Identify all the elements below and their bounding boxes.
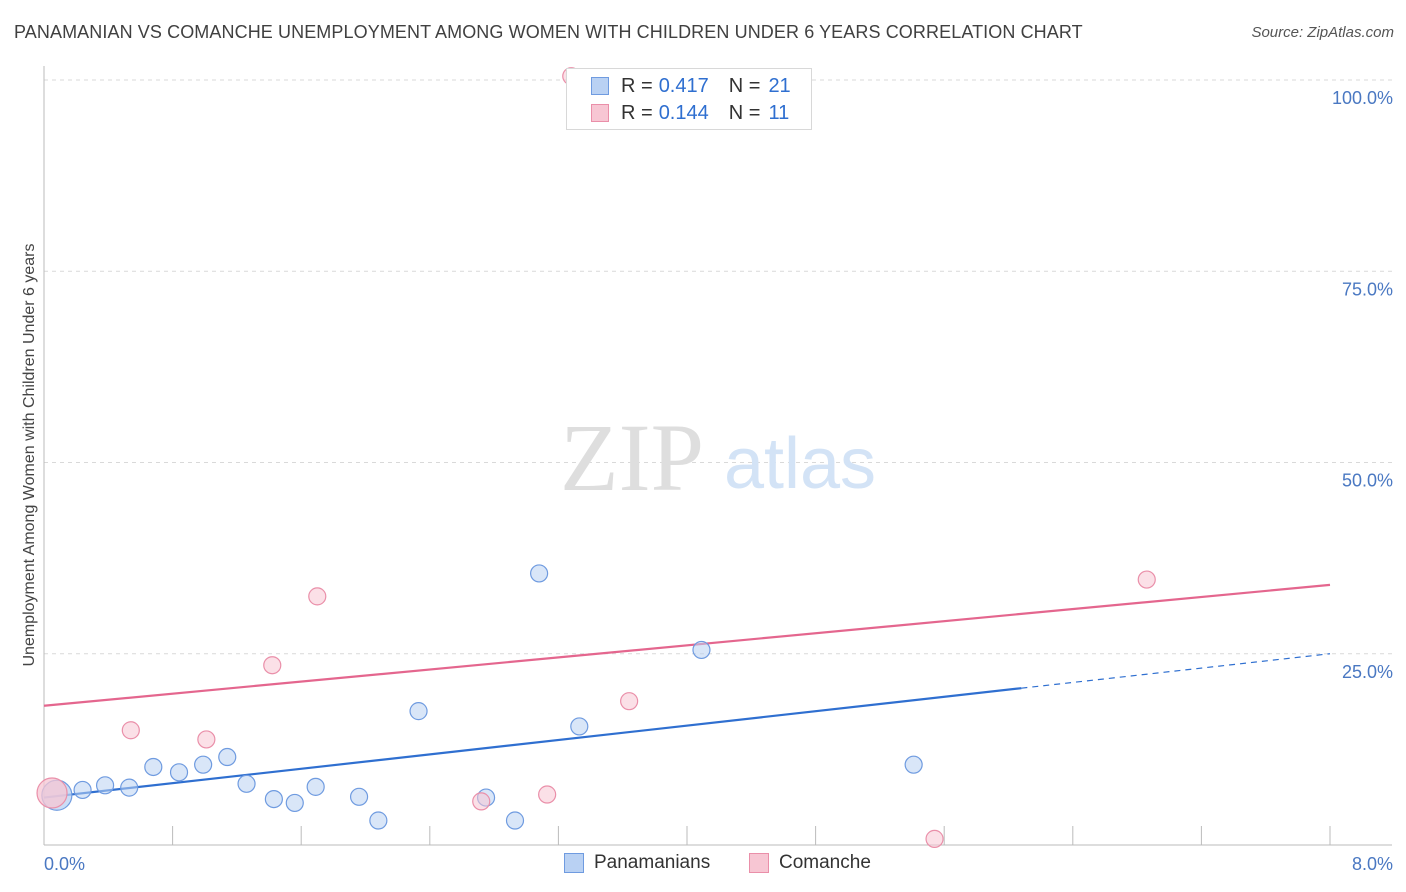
trend-line-panamanians <box>43 687 1022 799</box>
legend-label-comanche: Comanche <box>779 852 871 873</box>
source-label: Source: ZipAtlas.com <box>1251 24 1394 41</box>
data-point-panamanians <box>237 774 256 793</box>
y-tick-label: 25.0% <box>1342 662 1393 682</box>
legend-item-comanche: Comanche <box>749 852 871 874</box>
legend-r-value: 0.417 <box>658 74 709 97</box>
legend-swatch-panamanians <box>564 853 584 873</box>
data-point-panamanians <box>570 717 589 736</box>
series-legend: Panamanians Comanche <box>0 852 1406 878</box>
tick-labels: 100.0% 75.0% 50.0% 25.0% 0.0% 8.0% <box>44 88 1393 874</box>
data-point-comanche <box>197 730 216 749</box>
data-point-panamanians <box>73 780 92 800</box>
grid-lines <box>44 79 1392 655</box>
data-point-comanche <box>36 777 68 809</box>
data-point-panamanians <box>264 789 283 809</box>
correlation-legend: R = 0.417 N = 21 R = 0.144 N = 11 <box>566 68 812 130</box>
data-point-panamanians <box>218 747 237 767</box>
x-tick-label: 8.0% <box>1352 854 1393 874</box>
y-tick-label: 75.0% <box>1342 279 1393 299</box>
axes <box>43 66 1392 846</box>
chart-title: PANAMANIAN VS COMANCHE UNEMPLOYMENT AMON… <box>14 22 1083 42</box>
data-point-panamanians <box>194 755 213 774</box>
legend-swatch-panamanians <box>591 77 609 95</box>
data-point-comanche <box>263 656 282 675</box>
data-point-comanche <box>1137 570 1156 589</box>
legend-r-value: 0.144 <box>658 101 709 124</box>
data-point-panamanians <box>530 564 549 583</box>
data-point-comanche <box>308 587 327 606</box>
trend-line-comanche <box>43 583 1331 707</box>
data-point-panamanians <box>409 702 428 721</box>
legend-swatch-comanche <box>591 104 609 122</box>
data-point-comanche <box>925 829 944 848</box>
data-point-panamanians <box>904 755 923 774</box>
data-point-comanche <box>121 721 140 740</box>
data-points <box>36 67 1156 848</box>
data-point-panamanians <box>306 777 325 796</box>
y-tick-label: 100.0% <box>1332 88 1393 108</box>
legend-n-value: 11 <box>768 101 790 124</box>
y-tick-label: 50.0% <box>1342 471 1393 491</box>
trend-line-panamanians-extension <box>1021 653 1331 689</box>
data-point-panamanians <box>169 763 189 782</box>
data-point-panamanians <box>369 811 388 830</box>
data-point-panamanians <box>285 793 304 813</box>
data-point-panamanians <box>144 757 163 777</box>
legend-r-label: R = <box>621 101 653 124</box>
data-point-panamanians <box>505 811 525 830</box>
data-point-comanche <box>620 692 639 711</box>
legend-n-label: N = <box>728 74 761 97</box>
data-point-panamanians <box>692 640 711 660</box>
data-point-comanche <box>538 785 557 804</box>
legend-row-panamanians: R = 0.417 N = 21 <box>591 73 791 99</box>
legend-n-label: N = <box>728 101 761 124</box>
watermark-atlas: atlas <box>724 424 876 504</box>
trend-lines <box>43 583 1331 799</box>
legend-r-label: R = <box>621 74 653 97</box>
legend-swatch-comanche <box>749 853 769 873</box>
watermark-zip: ZIP <box>560 404 704 511</box>
data-point-comanche <box>472 792 491 811</box>
data-point-panamanians <box>95 776 115 795</box>
legend-item-panamanians: Panamanians <box>564 852 710 874</box>
x-tick-label: 0.0% <box>44 854 85 874</box>
legend-label-panamanians: Panamanians <box>594 852 711 873</box>
data-point-panamanians <box>349 787 369 806</box>
watermark: ZIP atlas <box>560 404 876 511</box>
data-point-panamanians <box>120 778 139 797</box>
legend-n-value: 21 <box>768 74 791 97</box>
legend-row-comanche: R = 0.144 N = 11 <box>591 100 789 126</box>
